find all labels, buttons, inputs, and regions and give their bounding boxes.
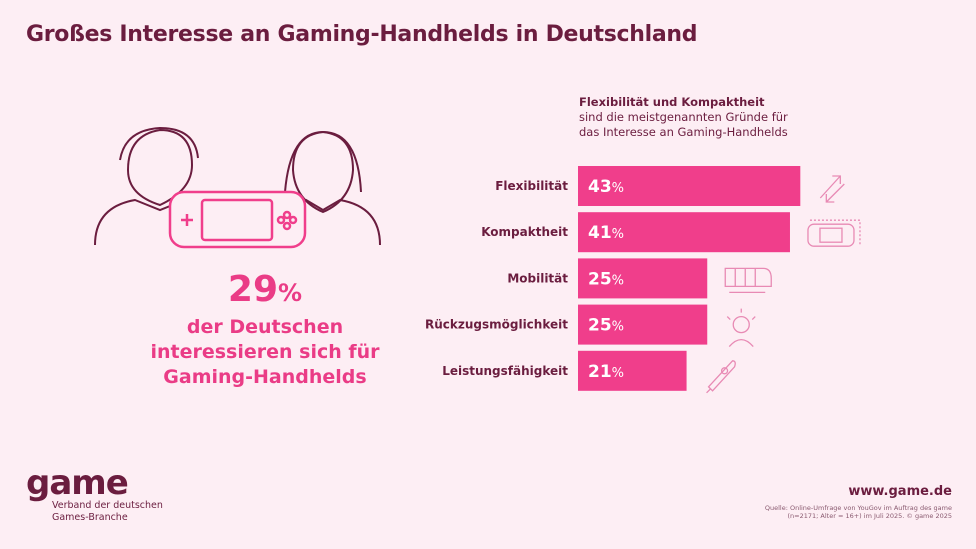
value-label: 21% [588,362,624,382]
rocket-icon [706,360,736,394]
website-link[interactable]: www.game.de [848,484,952,499]
source-note: Quelle: Online-Umfrage von YouGov im Auf… [722,504,952,520]
bar [578,166,801,206]
page-title: Großes Interesse an Gaming-Handhelds in … [26,22,698,47]
person-icon [726,308,756,348]
category-label: Mobilität [507,271,568,285]
value-label: 25% [588,269,624,289]
logo-subtitle: Verband der deutschen Games-Branche [52,500,163,524]
category-label: Rückzugsmöglichkeit [425,318,568,332]
category-label: Flexibilität [495,179,568,193]
game-logo: game [26,463,129,503]
bar [578,258,708,299]
value-label: 43% [588,177,624,197]
value-label: 25% [588,316,624,336]
bar [578,304,708,345]
logo-sub-line2: Games-Branche [52,512,128,523]
handheld-console [168,190,307,249]
headline-line1: der Deutschen [186,316,344,338]
headline-stat: 29% der Deutschen interessieren sich für… [120,268,410,390]
headline-line2: interessieren sich für [150,341,380,363]
chart-title: sind die meistgenannten Gründe für das I… [579,110,788,139]
value-label: 41% [588,223,624,243]
gamers-illustration [94,126,381,249]
handheld-icon [807,219,861,247]
source-line1: Quelle: Online-Umfrage von YouGov im Auf… [764,504,952,512]
category-label: Leistungsfähigkeit [442,364,568,378]
man-head [126,128,194,207]
headline-line3: Gaming-Handhelds [163,366,367,388]
headline-percent-sign: % [278,279,303,307]
chart-subtitle: Flexibilität und Kompaktheit sind die me… [579,95,799,140]
train-icon [724,267,772,294]
arrows-icon [819,175,845,203]
chart-title-bold: Flexibilität und Kompaktheit [579,95,765,109]
source-line2: (n=2171; Alter = 16+) im Juli 2025. © ga… [787,512,952,520]
bar [578,212,790,253]
headline-percent: 29 [227,269,279,310]
logo-sub-line1: Verband der deutschen [52,500,163,511]
bar [578,350,687,391]
category-label: Kompaktheit [481,225,568,239]
